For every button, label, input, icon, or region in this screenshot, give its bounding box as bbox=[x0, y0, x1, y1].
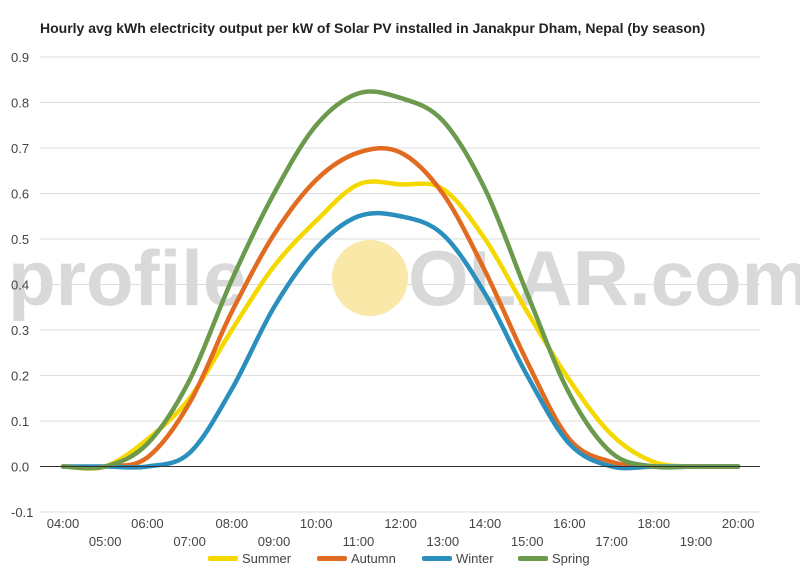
y-tick-label: 0.3 bbox=[11, 323, 29, 338]
x-tick-label: 19:00 bbox=[680, 534, 713, 549]
x-tick-label: 13:00 bbox=[427, 534, 460, 549]
series-line-autumn bbox=[60, 146, 741, 470]
legend-swatch-winter bbox=[422, 556, 452, 561]
x-tick-label: 11:00 bbox=[343, 534, 375, 549]
series-lines bbox=[60, 89, 741, 471]
legend-label-summer: Summer bbox=[242, 551, 292, 566]
x-tick-label: 16:00 bbox=[553, 516, 586, 531]
x-tick-label: 18:00 bbox=[638, 516, 671, 531]
y-tick-label: -0.1 bbox=[11, 505, 33, 520]
y-tick-label: 0.8 bbox=[11, 96, 29, 111]
watermark-left: profile bbox=[8, 234, 246, 322]
y-tick-label: 0.6 bbox=[11, 187, 29, 202]
series-line-summer bbox=[60, 179, 741, 471]
chart-title: Hourly avg kWh electricity output per kW… bbox=[40, 20, 705, 36]
x-tick-label: 14:00 bbox=[469, 516, 502, 531]
watermark-sun bbox=[332, 240, 408, 316]
x-tick-label: 06:00 bbox=[131, 516, 164, 531]
y-tick-label: 0.5 bbox=[11, 232, 29, 247]
y-tick-label: 0.1 bbox=[11, 414, 29, 429]
x-tick-label: 09:00 bbox=[258, 534, 291, 549]
y-tick-label: 0.2 bbox=[11, 369, 29, 384]
legend: Summer Autumn Winter Spring bbox=[208, 551, 590, 566]
legend-swatch-autumn bbox=[317, 556, 347, 561]
x-tick-label: 04:00 bbox=[47, 516, 80, 531]
y-tick-label: 0.7 bbox=[11, 141, 29, 156]
legend-swatch-spring bbox=[518, 556, 548, 561]
legend-label-winter: Winter bbox=[456, 551, 494, 566]
watermark-right: OLAR.com bbox=[408, 234, 800, 322]
x-tick-label: 12:00 bbox=[384, 516, 417, 531]
legend-label-spring: Spring bbox=[552, 551, 590, 566]
watermark: profile OLAR.com bbox=[8, 234, 800, 322]
x-tick-label: 10:00 bbox=[300, 516, 333, 531]
x-tick-label: 07:00 bbox=[173, 534, 206, 549]
legend-label-autumn: Autumn bbox=[351, 551, 396, 566]
x-tick-label: 05:00 bbox=[89, 534, 122, 549]
x-tick-label: 17:00 bbox=[595, 534, 628, 549]
legend-swatch-summer bbox=[208, 556, 238, 561]
axes: -0.1 0.0 0.1 0.2 0.3 0.4 0.5 0.6 0.7 0.8 0.9 04:00 0… bbox=[11, 50, 760, 549]
y-tick-label: 0.4 bbox=[11, 278, 29, 293]
x-tick-label: 08:00 bbox=[216, 516, 249, 531]
y-tick-label: 0.0 bbox=[11, 460, 29, 475]
series-line-winter bbox=[60, 210, 741, 471]
y-tick-label: 0.9 bbox=[11, 50, 29, 65]
x-tick-label: 15:00 bbox=[511, 534, 544, 549]
x-tick-label: 20:00 bbox=[722, 516, 755, 531]
series-line-spring bbox=[60, 89, 741, 471]
